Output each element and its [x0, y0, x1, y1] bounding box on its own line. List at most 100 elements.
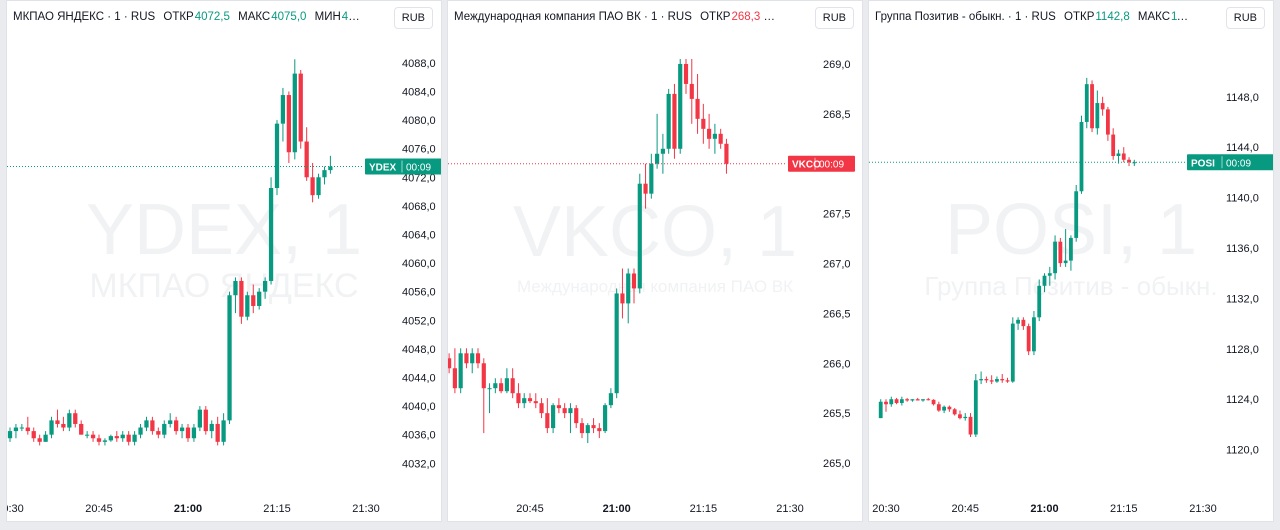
- candle-body: [268, 188, 274, 281]
- candle-body: [203, 409, 208, 432]
- candle-body: [168, 420, 173, 424]
- candle-body: [120, 434, 125, 439]
- price-label-bg: [788, 155, 855, 172]
- candle-body: [25, 427, 30, 432]
- candle-body: [979, 379, 984, 381]
- y-tick-label: 267,5: [823, 209, 851, 221]
- candlestick-chart-vkco[interactable]: 269,0268,5268,0267,5267,0266,5266,0265,5…: [448, 1, 863, 522]
- y-tick-label: 4068,0: [402, 201, 436, 213]
- legend-open-label: ОТКР: [1064, 11, 1095, 23]
- candle-body: [533, 401, 538, 404]
- candle-body: [7, 431, 13, 439]
- candle-body: [701, 118, 706, 129]
- y-tick-label: 265,5: [823, 408, 851, 420]
- candle-body: [1000, 379, 1005, 381]
- candlestick-chart-posi[interactable]: 1148,0 1144,0 1140,0 1136,0 1132,0 1128,0 1124…: [869, 1, 1274, 522]
- candle-body: [678, 63, 683, 149]
- candle-body: [1121, 153, 1126, 160]
- instrument-name: МКПАО ЯНДЕКС: [13, 11, 105, 23]
- currency-button[interactable]: RUB: [814, 7, 854, 29]
- candle-body: [620, 293, 625, 304]
- candle-body: [43, 434, 48, 442]
- candle-body: [452, 368, 457, 389]
- x-tick-label: 21:00: [603, 503, 631, 515]
- candle-body: [1100, 103, 1105, 110]
- candle-body: [298, 73, 303, 142]
- instrument-name: Группа Позитив - обыкн.: [875, 11, 1005, 23]
- candle-body: [942, 406, 947, 411]
- candle-body: [539, 403, 544, 414]
- y-tick-label: 4084,0: [402, 86, 436, 98]
- candle-body: [1116, 153, 1121, 156]
- candle-body: [579, 423, 585, 434]
- candle-body: [1084, 84, 1089, 122]
- candle-body: [952, 409, 957, 415]
- candle-body: [984, 379, 989, 381]
- candle-body: [108, 436, 114, 441]
- candle-body: [19, 427, 25, 429]
- candle-body: [643, 183, 648, 194]
- candle-body: [905, 399, 910, 401]
- candle-body: [899, 399, 904, 403]
- candle-body: [1063, 260, 1068, 264]
- candle-body: [545, 413, 550, 429]
- y-tick-label: 4040,0: [402, 401, 436, 413]
- legend-open-label: ОТКР: [700, 11, 731, 23]
- candle-body: [150, 420, 155, 432]
- candle-body: [493, 383, 498, 389]
- candle-body: [73, 413, 78, 424]
- y-tick-label: 265,0: [823, 458, 851, 470]
- candle-body: [562, 408, 567, 414]
- price-label-ticker: YDEX: [369, 163, 397, 174]
- legend-high-label: МАКС: [238, 11, 271, 23]
- candle-body: [889, 399, 894, 405]
- interval-meta: · 1 · RUS: [643, 11, 692, 23]
- candle-body: [37, 438, 42, 442]
- chart-panel-ydex[interactable]: YDEX, 1 МКПАО ЯНДЕКС 4088,0 4084,0 4080,0 4…: [6, 0, 442, 522]
- candle-body: [470, 353, 475, 364]
- currency-button[interactable]: RUB: [1225, 7, 1265, 29]
- candle-body: [328, 166, 333, 171]
- price-label-ticker: VKCO: [792, 160, 821, 171]
- y-tick-label: 1144,0: [1226, 142, 1259, 154]
- y-tick-label: 4072,0: [402, 172, 436, 184]
- candle-body: [878, 401, 883, 419]
- candle-body: [61, 423, 66, 428]
- y-tick-label: 4036,0: [402, 430, 436, 442]
- candle-body: [884, 401, 888, 405]
- chart-legend: МКПАО ЯНДЕКС · 1 · RUS ОТКР4072,5 МАКС40…: [13, 11, 361, 23]
- price-label-bg: [365, 158, 441, 175]
- x-tick-label: 21:00: [1030, 503, 1058, 515]
- candle-body: [280, 95, 286, 124]
- candle-body: [84, 434, 90, 436]
- candle-body: [1079, 121, 1084, 192]
- candle-body: [655, 153, 660, 164]
- chart-panel-posi[interactable]: POSI, 1 Группа Позитив - обыкн. 1148,0 11…: [868, 0, 1274, 522]
- legend-open-value: 4072,5: [194, 11, 230, 23]
- candle-body: [132, 434, 137, 442]
- candle-body: [227, 295, 232, 421]
- candle-body: [310, 177, 315, 196]
- candle-body: [1026, 326, 1031, 352]
- candle-body: [257, 291, 262, 306]
- candle-body: [631, 273, 637, 289]
- chart-panel-vkco[interactable]: VKCO, 1 Международная компания ПАО ВК 26…: [447, 0, 863, 522]
- candle-body: [239, 280, 244, 317]
- legend-open-value: 1142,8: [1095, 11, 1130, 23]
- candle-body: [603, 405, 608, 432]
- candlestick-chart-ydex[interactable]: 4088,0 4084,0 4080,0 4076,0 4072,0 4068,0 4064…: [7, 1, 442, 522]
- candle-body: [1111, 134, 1116, 156]
- candle-body: [1132, 162, 1137, 164]
- price-label-ticker: POSI: [1191, 158, 1215, 169]
- currency-button[interactable]: RUB: [393, 7, 433, 29]
- candle-body: [915, 399, 920, 401]
- candle-body: [712, 133, 717, 139]
- y-tick-label: 4076,0: [402, 144, 436, 156]
- candle-body: [574, 408, 579, 424]
- x-tick-label: 21:15: [690, 503, 718, 515]
- candle-body: [989, 380, 994, 382]
- candle-body: [67, 413, 72, 428]
- x-tick-label: 21:15: [263, 503, 291, 515]
- candle-body: [527, 398, 533, 402]
- candle-body: [251, 295, 256, 306]
